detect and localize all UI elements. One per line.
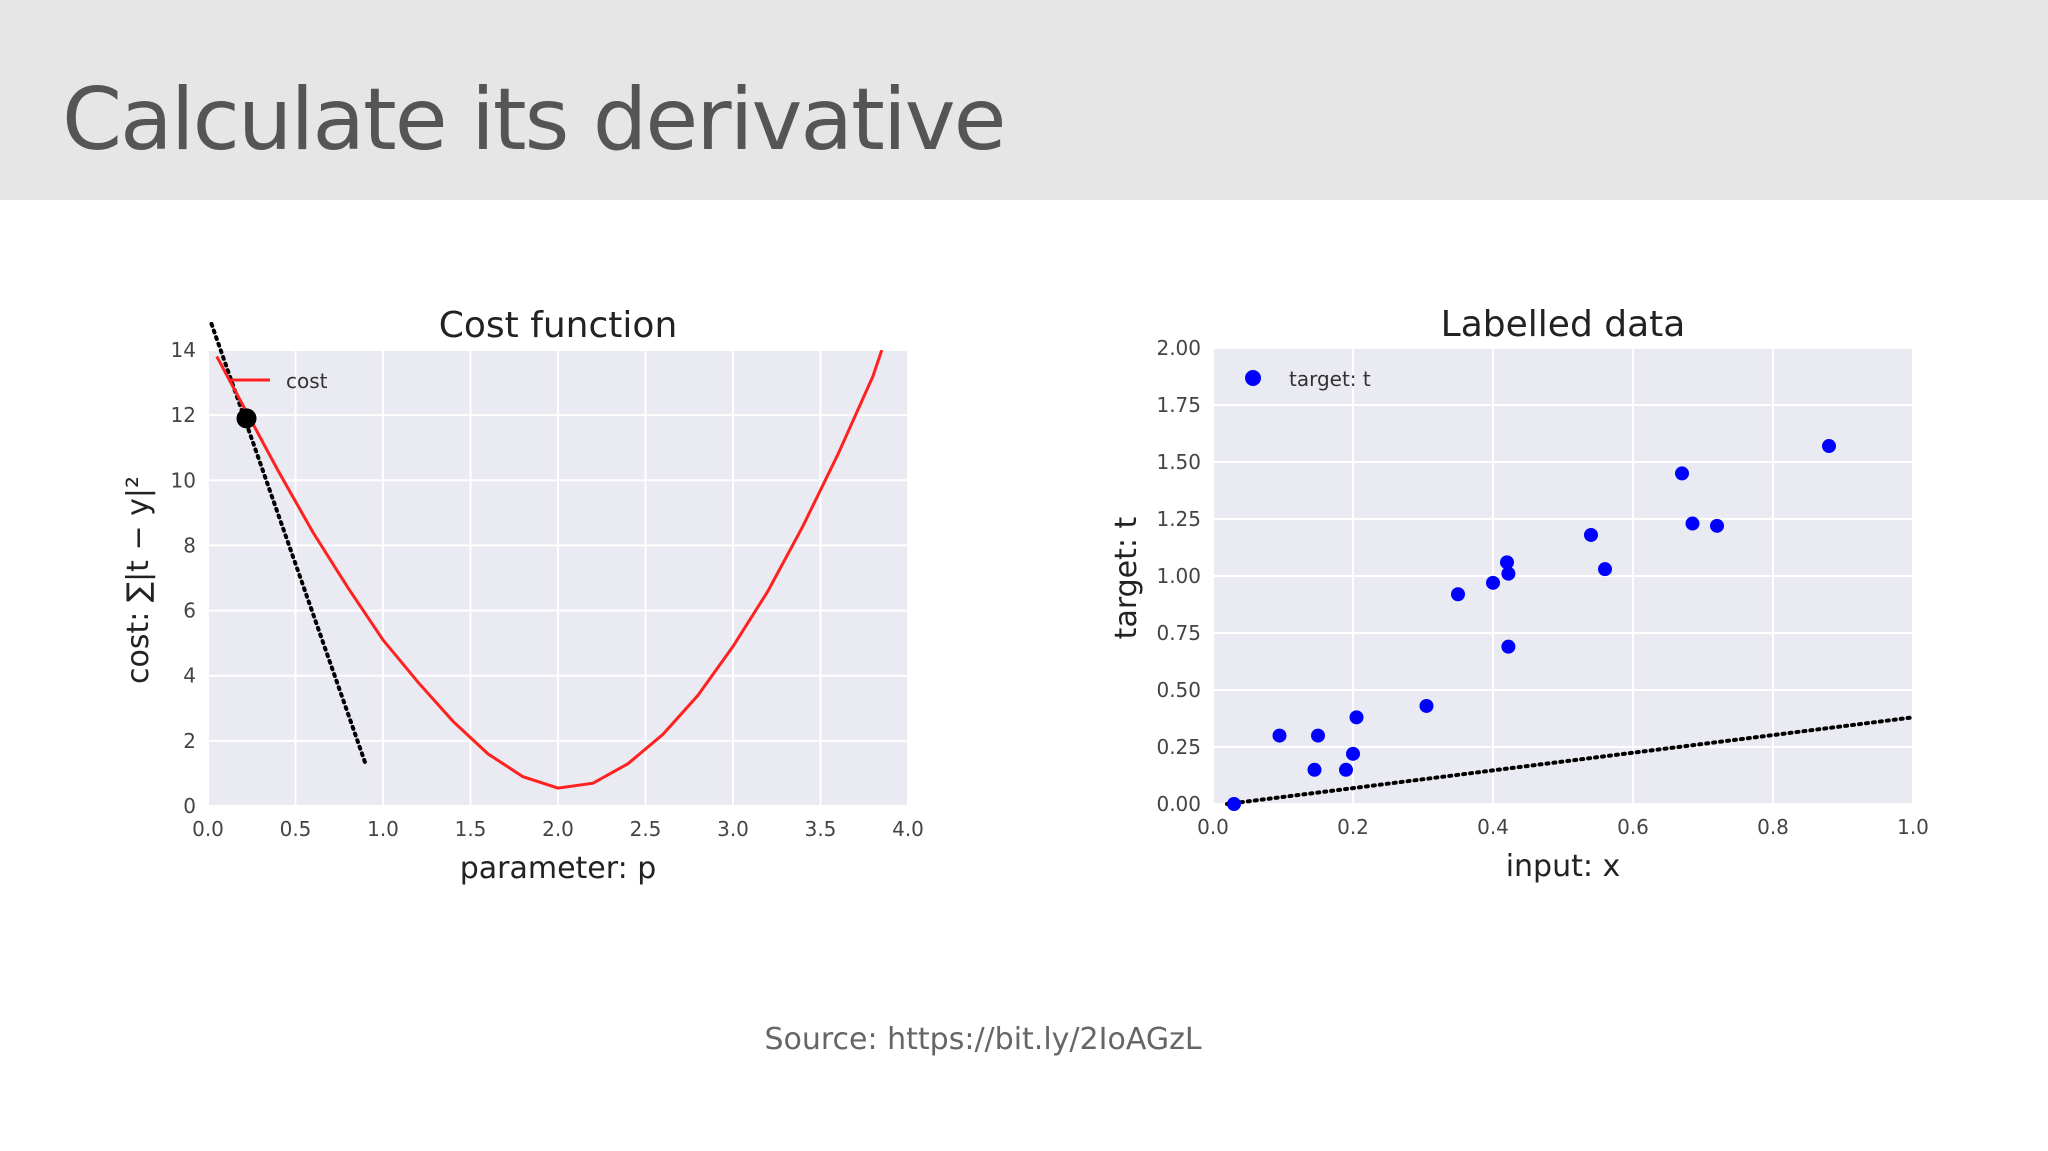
y-axis-label: cost: ∑|t − y|² [121, 476, 156, 684]
slide-title: Calculate its derivative [62, 70, 1007, 170]
data-point [1227, 797, 1241, 811]
x-tick-label: 2.0 [542, 817, 574, 841]
x-tick-label: 3.5 [805, 817, 837, 841]
data-lines [209, 321, 884, 790]
y-tick-label: 1.00 [1156, 564, 1201, 588]
cost-function-chart: 0.0 0.5 1.0 1.5 2.0 2.5 3.0 3.5 4.0 0 2 4 6 8 10 12 14 C… [121, 305, 924, 886]
x-tick-label: 0.5 [280, 817, 312, 841]
chart-title: Labelled data [1441, 304, 1686, 345]
data-point [1584, 527, 1598, 542]
data-lines [1225, 439, 1915, 811]
data-point [1486, 575, 1500, 590]
y-tick-label: 6 [183, 599, 196, 623]
data-point [1710, 518, 1724, 533]
data-point [1349, 710, 1364, 725]
y-tick-label: 1.25 [1156, 507, 1201, 531]
y-tick-label: 2 [183, 729, 196, 753]
x-tick-label: 2.5 [630, 817, 662, 841]
x-axis-label: parameter: p [460, 851, 657, 886]
tick-labels: 0.0 0.5 1.0 1.5 2.0 2.5 3.0 3.5 4.0 0 2 4 6 8 10 12 14 [171, 338, 924, 841]
x-tick-label: 1.0 [1897, 815, 1929, 839]
legend-swatch-target [1245, 370, 1261, 386]
chart-title: Cost function [439, 305, 678, 346]
data-point [1339, 762, 1353, 777]
y-tick-label: 0.25 [1156, 735, 1201, 759]
legend-label-cost: cost [286, 369, 328, 393]
x-tick-label: 1.0 [367, 817, 399, 841]
x-tick-label: 1.5 [455, 817, 487, 841]
data-point [1451, 587, 1465, 602]
x-axis-label: input: x [1506, 849, 1621, 884]
data-point [1419, 698, 1434, 713]
x-tick-label: 3.0 [717, 817, 749, 841]
fit-line [1225, 715, 1915, 806]
data-point [1598, 562, 1612, 577]
x-tick-label: 0.0 [192, 817, 224, 841]
x-tick-label: 0.2 [1337, 815, 1369, 839]
slide-header [0, 0, 2048, 200]
y-tick-label: 2.00 [1156, 336, 1201, 360]
source-citation: Source: https://bit.ly/2IoAGzL [764, 1022, 1202, 1057]
x-tick-label: 0.6 [1617, 815, 1649, 839]
grid [1212, 347, 1914, 805]
y-tick-label: 10 [171, 468, 196, 492]
data-point [1346, 746, 1360, 761]
x-tick-label: 0.8 [1757, 815, 1789, 839]
legend: target: t [1245, 367, 1371, 391]
legend-label-target: target: t [1289, 367, 1371, 391]
data-point [1500, 555, 1514, 570]
data-point [1822, 439, 1836, 454]
data-point [1501, 639, 1516, 654]
data-point [1675, 466, 1689, 481]
y-axis-label: target: t [1109, 516, 1144, 639]
tick-labels: 0.0 0.2 0.4 0.6 0.8 1.0 0.00 0.25 0.50 0.75 1.00 1.… [1156, 336, 1928, 839]
y-tick-label: 1.50 [1156, 450, 1201, 474]
data-point [1272, 728, 1287, 743]
y-tick-label: 1.75 [1156, 393, 1201, 417]
y-tick-label: 12 [171, 403, 196, 427]
cost-series-line [215, 350, 884, 790]
data-point [1685, 516, 1700, 531]
x-tick-label: 0.4 [1477, 815, 1509, 839]
y-tick-label: 0.00 [1156, 792, 1201, 816]
y-tick-label: 4 [183, 664, 196, 688]
labelled-data-chart: 0.0 0.2 0.4 0.6 0.8 1.0 0.00 0.25 0.50 0.75 1.00 1.… [1109, 304, 1929, 884]
x-tick-label: 0.0 [1197, 815, 1229, 839]
y-tick-label: 14 [171, 338, 196, 362]
y-tick-label: 0.75 [1156, 621, 1201, 645]
data-point [1501, 566, 1516, 581]
y-tick-label: 8 [183, 533, 196, 557]
current-parameter-marker [236, 408, 257, 429]
data-point [1307, 762, 1322, 777]
y-tick-label: 0 [183, 794, 196, 818]
x-tick-label: 4.0 [892, 817, 924, 841]
legend: cost [228, 369, 328, 393]
y-tick-label: 0.50 [1156, 678, 1201, 702]
data-point [1311, 728, 1325, 743]
